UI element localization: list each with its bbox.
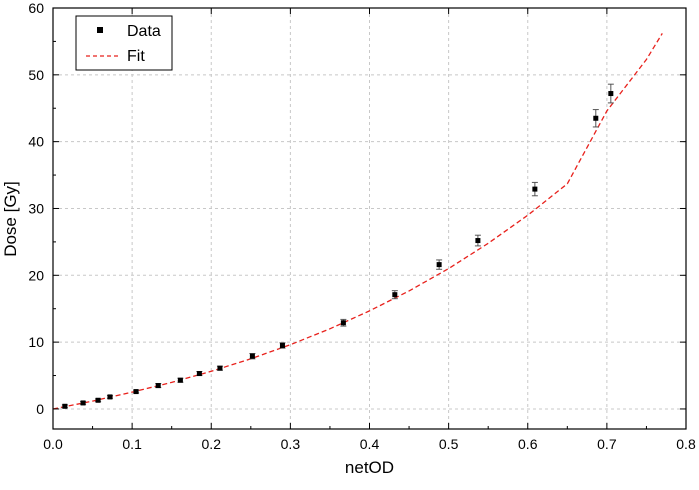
data-marker (249, 353, 255, 359)
y-tick-label: 20 (28, 267, 44, 283)
y-axis-title: Dose [Gy] (1, 181, 20, 257)
data-marker (177, 377, 183, 383)
data-point (592, 109, 599, 128)
data-point (249, 352, 256, 360)
x-tick-label: 0.6 (518, 436, 538, 452)
data-point (95, 397, 102, 403)
data-marker (593, 115, 599, 121)
x-tick-label: 0.1 (122, 436, 142, 452)
data-point (531, 181, 538, 197)
x-axis-title: netOD (345, 458, 394, 477)
data-point (216, 365, 223, 371)
legend-data-label: Data (127, 23, 161, 40)
y-tick-label: 30 (28, 200, 44, 216)
legend-data-marker (97, 27, 103, 33)
data-marker (107, 394, 113, 400)
data-point (80, 400, 87, 406)
x-tick-label: 0.0 (43, 436, 63, 452)
data-point (196, 371, 203, 377)
y-tick-label: 40 (28, 134, 44, 150)
grid (53, 8, 686, 429)
x-tick-label: 0.5 (439, 436, 459, 452)
x-tick-label: 0.2 (202, 436, 222, 452)
data-point (340, 318, 347, 327)
data-marker (155, 383, 161, 389)
y-tick-label: 0 (36, 401, 44, 417)
data-point (474, 234, 481, 247)
data-point (177, 377, 184, 383)
fit-curve (52, 33, 663, 410)
legend-fit-label: Fit (127, 48, 145, 65)
data-marker (436, 262, 442, 268)
legend-box (75, 15, 173, 71)
y-tick-label: 60 (28, 0, 44, 16)
data-marker (133, 389, 139, 395)
data-series (61, 83, 614, 409)
data-point (155, 383, 162, 389)
fit-series (52, 33, 663, 410)
data-marker (392, 292, 398, 298)
data-point (279, 342, 286, 349)
data-marker (340, 320, 346, 326)
data-point (61, 403, 68, 409)
data-marker (475, 238, 481, 244)
legend: Data Fit (75, 15, 173, 71)
data-marker (217, 365, 223, 371)
data-marker (62, 403, 68, 409)
axes: 0.0 0.1 0.2 0.3 0.4 0.5 0.6 0.7 0.8 0 10 20 30 40 50 60 (28, 0, 696, 452)
data-marker (532, 186, 538, 192)
data-point (133, 389, 140, 395)
x-tick-label: 0.8 (676, 436, 696, 452)
x-tick-label: 0.4 (360, 436, 380, 452)
data-marker (196, 371, 202, 377)
data-point (436, 259, 443, 270)
y-tick-label: 50 (28, 67, 44, 83)
data-point (106, 394, 113, 400)
data-point (607, 83, 614, 104)
data-point (391, 290, 398, 300)
data-marker (80, 400, 86, 406)
data-marker (608, 91, 614, 97)
data-marker (95, 397, 101, 403)
data-marker (279, 342, 285, 348)
y-tick-label: 10 (28, 334, 44, 350)
x-tick-label: 0.3 (281, 436, 301, 452)
x-tick-label: 0.7 (597, 436, 617, 452)
